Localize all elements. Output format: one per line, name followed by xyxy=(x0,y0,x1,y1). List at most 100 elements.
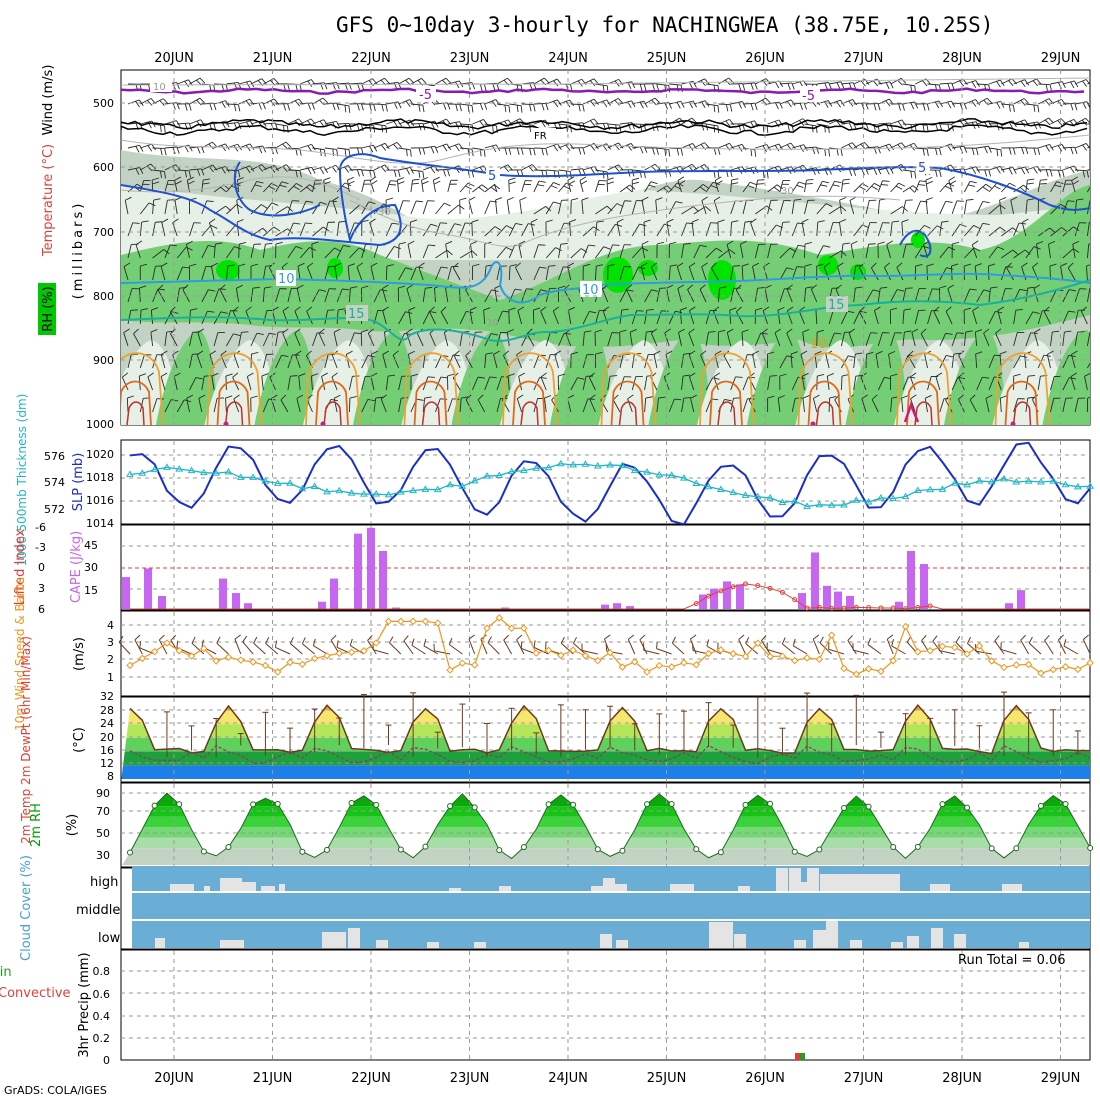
barb-feather xyxy=(421,176,429,181)
wind-barb xyxy=(619,100,632,105)
wind-barb xyxy=(706,645,722,655)
barb-feather xyxy=(330,634,337,641)
barb-feather xyxy=(740,240,747,245)
barb-feather xyxy=(440,222,448,224)
barb-feather xyxy=(161,218,169,223)
barb-feather xyxy=(777,306,785,311)
wind-barb xyxy=(1062,165,1075,171)
barb-feather xyxy=(472,263,480,267)
isotherm-25 xyxy=(216,380,251,425)
wind-barb xyxy=(263,122,276,125)
wind-speed-marker xyxy=(680,659,688,667)
cloud-low-bar xyxy=(600,934,612,948)
wind-barb xyxy=(306,398,313,413)
barb-feather xyxy=(430,167,436,174)
wind-barb xyxy=(812,639,820,655)
barb-feather xyxy=(550,185,558,189)
barb-feather xyxy=(508,307,516,311)
barb-feather xyxy=(798,306,806,312)
thickness-marker xyxy=(433,485,442,493)
barb-feather xyxy=(280,394,287,401)
barb-feather xyxy=(828,149,831,157)
barb-feather xyxy=(161,350,168,355)
wind-barb xyxy=(1048,244,1051,259)
wind-barb xyxy=(295,354,301,369)
wind-barb xyxy=(1050,289,1057,303)
rh-marker xyxy=(496,847,503,854)
barb-feather xyxy=(764,284,772,289)
wind-barb xyxy=(385,222,393,237)
wind-barb xyxy=(607,123,620,126)
wind-barb xyxy=(201,289,209,303)
wind-barb xyxy=(1062,226,1074,237)
wind-barb xyxy=(545,201,554,215)
barb-feather xyxy=(401,397,409,399)
barb-feather xyxy=(215,242,223,245)
barb-feather xyxy=(508,147,512,155)
barb-feather xyxy=(553,80,559,87)
wind-speed-marker xyxy=(347,648,356,656)
wind-barb xyxy=(516,639,525,655)
barb-feather xyxy=(334,247,341,252)
wind-barb xyxy=(558,169,571,172)
barb-feather xyxy=(331,372,338,378)
wind-barb xyxy=(865,332,871,347)
wind-barb xyxy=(1025,103,1038,106)
barb-feather xyxy=(344,148,347,156)
barb-feather xyxy=(459,104,462,112)
wind-barb xyxy=(619,266,625,281)
barb-feather xyxy=(452,262,459,269)
wind-speed-marker xyxy=(138,654,147,663)
barb-feather xyxy=(715,247,723,253)
barb-feather xyxy=(239,242,247,245)
wind-barb xyxy=(853,266,857,281)
barb-feather xyxy=(757,287,765,289)
wind-barb xyxy=(235,288,240,303)
wind-barb xyxy=(865,222,871,237)
barb-feather xyxy=(573,636,578,644)
barb-feather xyxy=(702,183,710,189)
wind-barb xyxy=(312,332,318,347)
wind-barb xyxy=(347,180,350,193)
barb-feather xyxy=(382,350,390,355)
barb-feather xyxy=(568,306,576,311)
barb-feather xyxy=(945,200,953,203)
barb-feather xyxy=(197,169,201,176)
barb-feather xyxy=(691,219,699,223)
barb-feather xyxy=(504,104,507,113)
barb-feather xyxy=(1069,377,1077,380)
li-tick: -3 xyxy=(35,541,46,554)
li-tick: 3 xyxy=(38,582,45,595)
wind-barb xyxy=(582,376,587,391)
wind-barb xyxy=(974,332,978,347)
barb-feather xyxy=(517,306,525,311)
wind-barb xyxy=(406,288,412,303)
cape-bar xyxy=(710,588,718,609)
wind-barb xyxy=(853,183,863,193)
wind-barb xyxy=(484,200,491,215)
rh-marker xyxy=(1037,802,1044,809)
barb-feather xyxy=(569,219,577,223)
wind-speed-marker xyxy=(1024,660,1033,669)
barb-feather xyxy=(925,176,933,181)
barb-feather xyxy=(557,143,562,151)
wind-barb xyxy=(297,266,301,281)
barb-feather xyxy=(1064,330,1072,333)
wind-barb xyxy=(373,77,385,85)
wind-barb xyxy=(816,203,827,215)
cloud-high-bar xyxy=(930,884,950,892)
contour-label: 15 xyxy=(828,298,845,313)
barb-feather xyxy=(455,122,460,129)
barb-feather xyxy=(389,636,394,643)
barb-feather xyxy=(1067,262,1074,269)
wind-barb xyxy=(263,226,275,237)
wind-barb xyxy=(791,181,800,193)
wind-barb xyxy=(939,649,955,655)
wind-barb xyxy=(1028,642,1042,655)
barb-feather xyxy=(201,639,205,647)
wind-barb xyxy=(1013,166,1026,171)
wind-barb xyxy=(706,103,719,107)
wind-barb xyxy=(545,266,549,281)
barb-feather xyxy=(138,99,144,106)
wind-barb xyxy=(594,310,600,325)
